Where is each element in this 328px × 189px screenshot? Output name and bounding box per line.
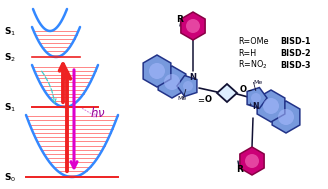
Text: \: \ [253, 82, 256, 92]
Circle shape [186, 19, 200, 33]
Polygon shape [143, 55, 171, 87]
Circle shape [183, 81, 193, 91]
Text: R=H: R=H [238, 49, 256, 57]
Circle shape [278, 109, 294, 125]
Polygon shape [217, 84, 237, 102]
Text: R: R [236, 164, 243, 174]
Text: BISD-3: BISD-3 [280, 60, 311, 70]
Text: O: O [239, 84, 247, 94]
Circle shape [164, 74, 180, 90]
Text: O: O [204, 95, 212, 105]
Text: /: / [183, 89, 187, 99]
Polygon shape [257, 90, 285, 122]
Text: $^-$: $^-$ [246, 88, 253, 94]
Polygon shape [181, 12, 205, 40]
Text: Me: Me [177, 97, 187, 101]
Text: S$_1$: S$_1$ [4, 26, 16, 38]
Text: BISD-2: BISD-2 [280, 49, 311, 57]
Text: $^+$N: $^+$N [246, 100, 260, 112]
Text: $h\nu$: $h\nu$ [90, 106, 106, 120]
Circle shape [245, 154, 259, 168]
Polygon shape [177, 76, 197, 96]
Text: S$_2$: S$_2$ [4, 52, 16, 64]
Polygon shape [240, 147, 264, 175]
Polygon shape [158, 66, 186, 98]
Text: S$_1$: S$_1$ [4, 102, 16, 114]
Circle shape [251, 93, 261, 103]
Circle shape [263, 98, 279, 114]
Text: R=NO$_2$: R=NO$_2$ [238, 59, 268, 71]
Circle shape [149, 63, 165, 79]
Text: S$_0$: S$_0$ [4, 172, 16, 184]
Text: Me: Me [253, 80, 263, 84]
Text: N: N [190, 74, 196, 83]
Polygon shape [272, 101, 300, 133]
Text: R: R [176, 15, 183, 23]
Polygon shape [247, 88, 267, 108]
Text: =: = [197, 97, 204, 105]
Text: BISD-1: BISD-1 [280, 36, 311, 46]
Text: R=OMe: R=OMe [238, 36, 269, 46]
